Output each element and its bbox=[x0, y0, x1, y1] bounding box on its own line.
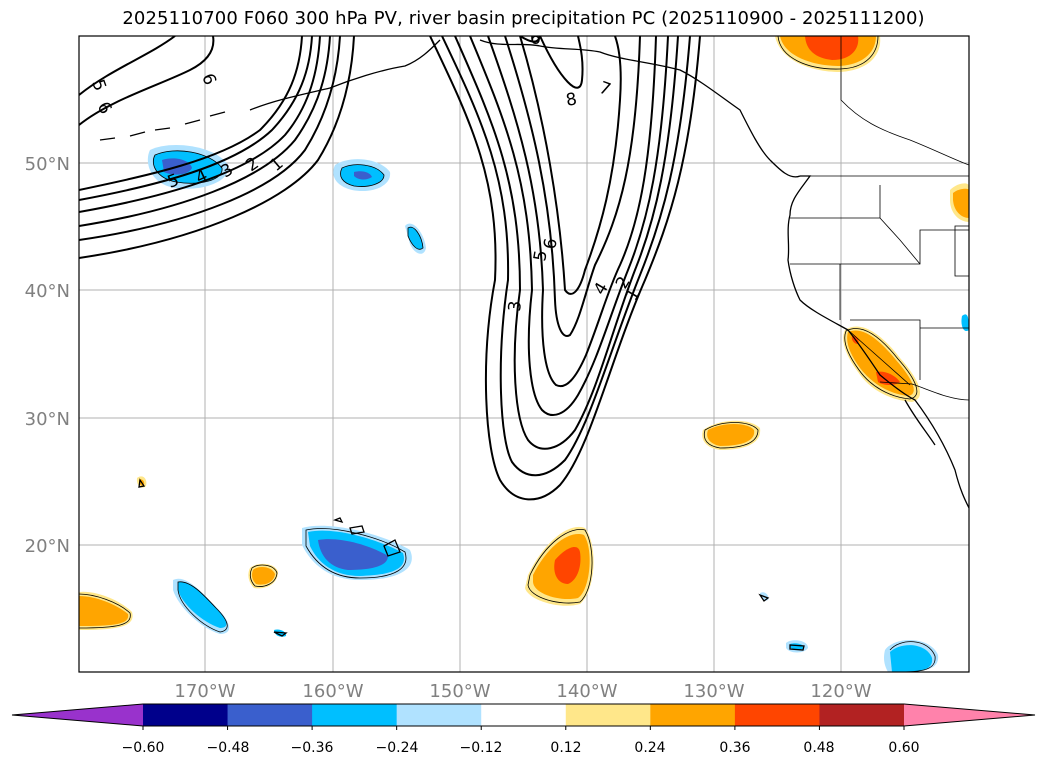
colorbar-extend-high bbox=[904, 704, 1035, 726]
lon-label: 160°W bbox=[302, 681, 363, 702]
colorbar-extend-low bbox=[12, 704, 143, 726]
longitude-labels: 170°W 160°W 150°W 140°W 130°W 120°W bbox=[174, 681, 871, 702]
colorbar-segment bbox=[396, 704, 482, 726]
colorbar-tick-label: 0.48 bbox=[803, 740, 834, 756]
pv-label: 6 bbox=[540, 237, 562, 251]
precip-blob-positive bbox=[950, 183, 969, 222]
colorbar-tick-label: −0.60 bbox=[122, 740, 165, 756]
lon-label: 150°W bbox=[429, 681, 490, 702]
colorbar-tick-labels: −0.60 −0.48 −0.36 −0.24 −0.12 0.12 0.24 … bbox=[122, 740, 920, 756]
colorbar-tick-label: 0.12 bbox=[550, 740, 581, 756]
colorbar-tick-label: −0.24 bbox=[376, 740, 419, 756]
pv-label: 3 bbox=[505, 300, 526, 313]
colorbar-tick-label: 0.36 bbox=[719, 740, 750, 756]
pv-label: 6 bbox=[530, 29, 541, 49]
precip-blob-positive bbox=[79, 591, 133, 630]
colorbar-segment bbox=[650, 704, 736, 726]
colorbar-segment bbox=[143, 704, 229, 726]
colorbar-segment bbox=[312, 704, 398, 726]
precip-outlines bbox=[79, 36, 936, 672]
colorbar-segment bbox=[481, 704, 567, 726]
lat-label: 30°N bbox=[25, 409, 70, 430]
colorbar-tick-label: 0.60 bbox=[888, 740, 919, 756]
pv-label: 8 bbox=[564, 89, 578, 111]
lon-label: 130°W bbox=[683, 681, 744, 702]
lon-label: 120°W bbox=[810, 681, 871, 702]
colorbar-tick-label: −0.48 bbox=[207, 740, 250, 756]
lon-label: 140°W bbox=[556, 681, 617, 702]
lon-label: 170°W bbox=[174, 681, 235, 702]
precip-blob-negative bbox=[961, 314, 969, 332]
precip-blob-negative bbox=[302, 525, 412, 580]
pv-contours bbox=[79, 36, 701, 501]
map-frame bbox=[78, 35, 970, 673]
precip-blob-negative bbox=[405, 223, 426, 254]
colorbar-tick-label: −0.12 bbox=[460, 740, 503, 756]
gridlines bbox=[79, 36, 969, 672]
lat-label: 50°N bbox=[25, 154, 70, 175]
precip-blob-positive bbox=[702, 420, 761, 450]
lat-label: 40°N bbox=[25, 281, 70, 302]
political-borders bbox=[790, 36, 969, 401]
colorbar-segment bbox=[734, 704, 820, 726]
precip-blob-positive bbox=[525, 526, 594, 606]
colorbar bbox=[11, 703, 1036, 730]
precip-blob-negative bbox=[173, 578, 230, 634]
precip-blob-negative bbox=[884, 640, 939, 672]
pv-label: 5 bbox=[530, 249, 552, 263]
map-background bbox=[79, 36, 969, 672]
colorbar-tick-label: 0.24 bbox=[634, 740, 665, 756]
colorbar-segment bbox=[227, 704, 313, 726]
precip-blob-negative bbox=[333, 159, 391, 192]
colorbar-tick-label: −0.36 bbox=[291, 740, 334, 756]
lat-label: 20°N bbox=[25, 536, 70, 557]
precip-blob-positive bbox=[248, 563, 278, 589]
colorbar-segment bbox=[565, 704, 651, 726]
figure-title: 2025110700 F060 300 hPa PV, river basin … bbox=[122, 8, 925, 29]
colorbar-segment bbox=[819, 704, 905, 726]
latitude-labels: 50°N 40°N 30°N 20°N bbox=[25, 154, 70, 557]
